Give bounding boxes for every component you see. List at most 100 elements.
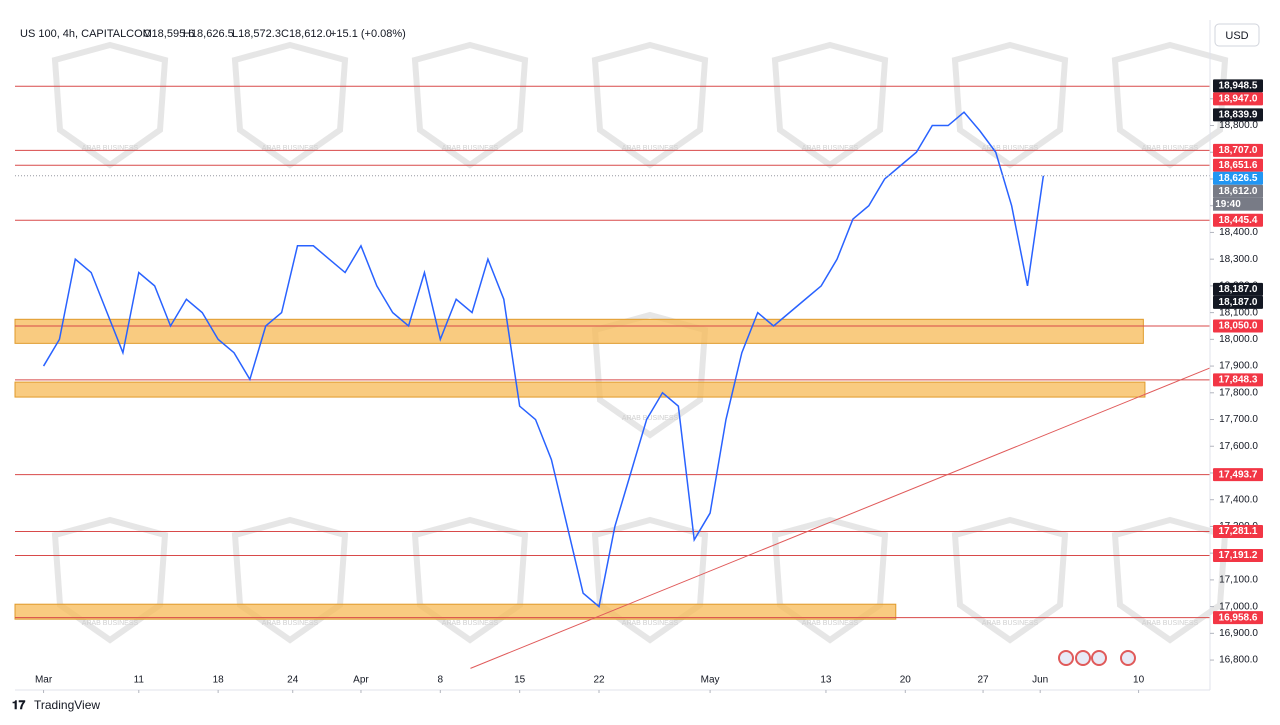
brand-logo: 𝟏𝟕	[12, 698, 26, 712]
y-tick-label: 18,300.0	[1219, 254, 1258, 265]
ohlc-low: L18,572.3	[232, 28, 281, 40]
event-flag	[1120, 650, 1136, 666]
watermark-shield	[51, 41, 169, 169]
price-label: 17,191.2	[1219, 550, 1258, 561]
watermark-text: ARAB BUSINESS	[82, 145, 139, 152]
price-label: 17,848.3	[1219, 375, 1258, 386]
x-tick-label: 20	[900, 675, 912, 686]
price-label-box	[1213, 549, 1263, 563]
watermark-text: ARAB BUSINESS	[1142, 145, 1199, 152]
brand: TradingView	[34, 698, 100, 712]
watermark-text: ARAB BUSINESS	[442, 620, 499, 627]
y-tick-label: 18,800.0	[1219, 120, 1258, 131]
price-label-box	[1213, 373, 1263, 387]
watermark-text: ARAB BUSINESS	[442, 145, 499, 152]
price-label: 18,839.9	[1219, 110, 1258, 121]
watermark-text: ARAB BUSINESS	[262, 145, 319, 152]
x-tick-label: 22	[593, 675, 605, 686]
price-label-box	[1213, 524, 1263, 538]
x-tick-label: Jun	[1032, 675, 1048, 686]
currency-button[interactable]	[1214, 23, 1260, 47]
watermark-shield	[1111, 516, 1229, 644]
price-label: 18,187.0	[1219, 284, 1258, 295]
x-tick-label: 11	[134, 675, 145, 686]
countdown: 19:40	[1215, 199, 1241, 210]
price-label: 18,612.0	[1219, 186, 1258, 197]
y-tick-label: 18,000.0	[1219, 334, 1258, 345]
y-tick-label: 18,100.0	[1219, 307, 1258, 318]
price-label: 17,493.7	[1219, 469, 1258, 480]
y-tick-label: 16,800.0	[1219, 655, 1258, 666]
x-tick-label: Apr	[353, 675, 369, 686]
x-tick-label: 13	[820, 675, 832, 686]
zone	[14, 603, 897, 620]
change: +15.1 (+0.08%)	[330, 28, 406, 40]
watermark-text: ARAB BUSINESS	[622, 145, 679, 152]
ohlc-high: H18,626.5	[183, 28, 234, 40]
x-tick-label: Mar	[35, 675, 53, 686]
price-label-box	[1213, 108, 1263, 122]
price-label-box	[1213, 158, 1263, 172]
watermark-shield	[1111, 41, 1229, 169]
x-tick-label: 18	[213, 675, 225, 686]
event-flag	[1091, 650, 1107, 666]
y-tick-label: 17,100.0	[1219, 575, 1258, 586]
y-tick-label: 16,900.0	[1219, 628, 1258, 639]
zone	[14, 318, 1144, 344]
price-label-box	[1213, 213, 1263, 227]
price-line	[42, 111, 1045, 609]
event-flag	[1075, 650, 1091, 666]
x-tick-label: 15	[514, 675, 526, 686]
ohlc-open: O18,595.6	[143, 28, 194, 40]
price-label: 18,947.0	[1219, 93, 1258, 104]
watermark-text: ARAB BUSINESS	[262, 620, 319, 627]
price-label: 18,050.0	[1219, 321, 1258, 332]
y-tick-label: 17,400.0	[1219, 494, 1258, 505]
x-tick-label: 10	[1133, 675, 1145, 686]
ohlc-close: C18,612.0	[281, 28, 332, 40]
price-label: 18,707.0	[1219, 145, 1258, 156]
price-label-box	[1213, 282, 1263, 296]
watermark-text: ARAB BUSINESS	[82, 620, 139, 627]
watermark-shield	[951, 516, 1069, 644]
price-label: 18,948.5	[1219, 80, 1258, 91]
watermark-text: ARAB BUSINESS	[982, 620, 1039, 627]
zone	[14, 381, 1146, 398]
watermark-shield	[591, 311, 709, 439]
price-label: 18,651.6	[1219, 160, 1258, 171]
price-label: 16,958.6	[1219, 612, 1258, 623]
watermark-shield	[411, 41, 529, 169]
price-label-box	[1213, 611, 1263, 625]
y-tick-label: 17,900.0	[1219, 361, 1258, 372]
watermark-shield	[951, 41, 1069, 169]
price-label: 18,445.4	[1219, 215, 1258, 226]
y-tick-label: 17,700.0	[1219, 414, 1258, 425]
price-label-box	[1213, 171, 1263, 185]
price-label-box	[1213, 184, 1263, 198]
price-label: 17,281.1	[1219, 526, 1258, 537]
price-label: 18,626.5	[1219, 173, 1258, 184]
watermark-text: ARAB BUSINESS	[622, 620, 679, 627]
price-label-box	[1213, 295, 1263, 309]
y-tick-label: 17,600.0	[1219, 441, 1258, 452]
price-label-box	[1213, 143, 1263, 157]
y-tick-label: 18,400.0	[1219, 227, 1258, 238]
price-label: 18,187.0	[1219, 297, 1258, 308]
watermark-shield	[591, 41, 709, 169]
watermark-text: ARAB BUSINESS	[982, 145, 1039, 152]
price-label-box	[1213, 319, 1263, 333]
currency[interactable]: USD	[1225, 30, 1248, 42]
x-tick-label: 27	[977, 675, 989, 686]
event-flag	[1058, 650, 1074, 666]
price-label-box	[1213, 79, 1263, 93]
watermark-shield	[771, 41, 889, 169]
x-tick-label: 24	[287, 675, 299, 686]
watermark-text: ARAB BUSINESS	[1142, 620, 1199, 627]
watermark-text: ARAB BUSINESS	[802, 620, 859, 627]
x-tick-label: 8	[438, 675, 444, 686]
symbol-title: US 100, 4h, CAPITALCOM	[20, 28, 152, 40]
watermark-text: ARAB BUSINESS	[802, 145, 859, 152]
y-tick-label: 17,000.0	[1219, 601, 1258, 612]
trendline	[470, 367, 1211, 669]
